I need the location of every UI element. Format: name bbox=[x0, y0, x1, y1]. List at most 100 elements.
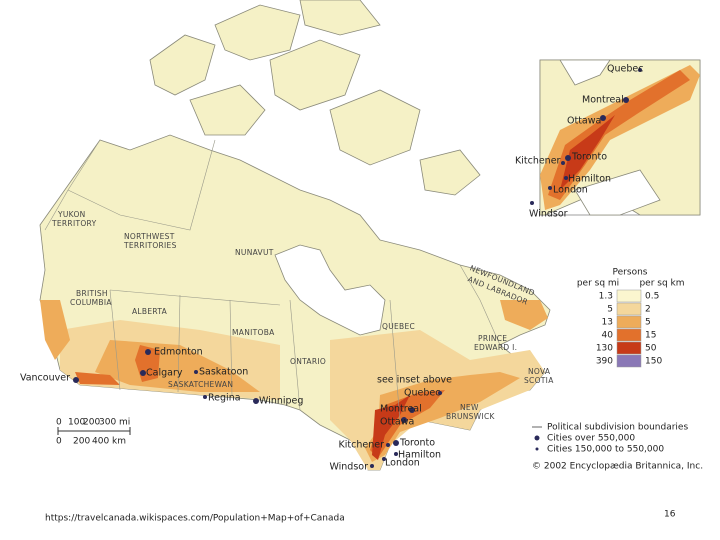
region-label: TERRITORIES bbox=[123, 241, 177, 250]
scale-label: 200 bbox=[83, 418, 100, 428]
legend-value: 5 bbox=[607, 305, 613, 315]
key: Political subdivision boundaries Cities … bbox=[532, 423, 703, 472]
population-shading bbox=[40, 300, 548, 470]
city-label: Windsor bbox=[329, 462, 368, 473]
inset-city-label: Kitchener bbox=[515, 156, 561, 167]
key-item: Political subdivision boundaries bbox=[547, 423, 688, 433]
city-label: Winnipeg bbox=[259, 396, 303, 407]
legend-swatch bbox=[616, 289, 642, 303]
legend-title: Persons bbox=[613, 268, 648, 278]
legend: Persons per sq mi per sq km 1.3 0.5 5 2 13 5 4… bbox=[577, 268, 685, 368]
region-label: BRUNSWICK bbox=[446, 412, 495, 421]
legend-swatch bbox=[616, 354, 642, 368]
inset-city-label: Montreal bbox=[582, 95, 624, 106]
city-label: Calgary bbox=[146, 368, 183, 379]
legend-value: 13 bbox=[602, 318, 613, 328]
city-label: Toronto bbox=[399, 438, 435, 449]
city-dot bbox=[548, 186, 552, 190]
scale-label: 400 km bbox=[92, 437, 126, 447]
city-dot bbox=[561, 161, 565, 165]
legend-value: 390 bbox=[596, 357, 613, 367]
legend-value: 2 bbox=[645, 305, 651, 315]
legend-value: 150 bbox=[645, 357, 662, 367]
legend-value: 15 bbox=[645, 331, 656, 341]
region-label: PRINCE bbox=[478, 334, 507, 343]
city-dots bbox=[73, 349, 442, 468]
page-number: 16 bbox=[664, 510, 676, 520]
city-dot bbox=[140, 370, 146, 376]
city-dot bbox=[638, 68, 642, 72]
region-label: ALBERTA bbox=[132, 307, 168, 316]
scale-label: 200 bbox=[73, 437, 90, 447]
city-dot bbox=[394, 452, 398, 456]
city-label: Vancouver bbox=[20, 373, 70, 384]
legend-value: 130 bbox=[596, 344, 613, 354]
city-dot bbox=[194, 370, 198, 374]
region-label: NUNAVUT bbox=[235, 248, 274, 257]
city-label: Regina bbox=[208, 393, 241, 404]
region-label: MANITOBA bbox=[232, 328, 275, 337]
scale-label: 0 bbox=[56, 437, 62, 447]
region-label: ONTARIO bbox=[290, 357, 326, 366]
legend-column: per sq mi bbox=[577, 279, 619, 289]
city-dot bbox=[438, 391, 442, 395]
city-dot bbox=[393, 440, 399, 446]
city-label: Quebec bbox=[404, 388, 440, 399]
city-label: London bbox=[385, 458, 420, 469]
region-label: NEW bbox=[460, 403, 479, 412]
inset-city-label: Ottawa bbox=[567, 116, 601, 127]
legend-swatch bbox=[616, 302, 642, 316]
inset-city-label: Hamilton bbox=[568, 174, 611, 185]
boundaries bbox=[44, 139, 501, 421]
city-label: Edmonton bbox=[154, 347, 203, 358]
city-dot bbox=[370, 464, 374, 468]
legend-value: 1.3 bbox=[599, 292, 613, 302]
region-label: COLUMBIA bbox=[70, 298, 112, 307]
credit: © 2002 Encyclopædia Britannica, Inc. bbox=[532, 462, 703, 472]
map-note: see inset above bbox=[377, 375, 452, 386]
city-label: Saskatoon bbox=[199, 367, 248, 378]
city-label: Kitchener bbox=[339, 440, 385, 451]
region-label: YUKON bbox=[57, 210, 86, 219]
scale-bar: 0 100 200 300 mi 0 200 400 km bbox=[56, 418, 131, 447]
legend-swatch bbox=[616, 328, 642, 342]
legend-swatch bbox=[616, 341, 642, 355]
hudson-bay bbox=[274, 244, 386, 336]
region-label: NOVA bbox=[528, 367, 551, 376]
arctic-islands bbox=[149, 0, 481, 196]
inset-city-label: London bbox=[553, 185, 588, 196]
region-label: TERRITORY bbox=[51, 219, 97, 228]
region-label: SCOTIA bbox=[524, 376, 554, 385]
region-label: NORTHWEST bbox=[124, 232, 175, 241]
inset-city-label: Toronto bbox=[571, 152, 607, 163]
legend-value: 40 bbox=[602, 331, 614, 341]
inset: Quebec Montreal Ottawa Toronto Kitchener… bbox=[515, 59, 701, 220]
city-dot bbox=[73, 377, 79, 383]
city-label: Montreal bbox=[380, 404, 422, 415]
scale-label: 300 mi bbox=[99, 418, 130, 428]
city-dot bbox=[386, 443, 390, 447]
legend-value: 5 bbox=[645, 318, 651, 328]
inset-city-label: Windsor bbox=[529, 209, 568, 220]
city-dot bbox=[382, 457, 386, 461]
city-labels: Vancouver Edmonton Calgary Saskatoon Reg… bbox=[20, 347, 452, 473]
city-dot bbox=[565, 155, 571, 161]
source: https://travelcanada.wikispaces.com/Popu… bbox=[45, 514, 345, 524]
legend-column: per sq km bbox=[639, 279, 684, 289]
scale-label: 100 bbox=[68, 418, 85, 428]
key-item: Cities over 550,000 bbox=[547, 434, 635, 444]
city-label: Hamilton bbox=[398, 450, 441, 461]
region-label: BRITISH bbox=[76, 289, 108, 298]
region-label: SASKATCHEWAN bbox=[168, 380, 233, 389]
city-dot bbox=[401, 417, 407, 423]
inset-city-label: Quebec bbox=[607, 64, 643, 75]
region-label: EDWARD I. bbox=[474, 343, 517, 352]
city-dot bbox=[623, 97, 629, 103]
city-dot bbox=[203, 395, 207, 399]
city-dot bbox=[253, 398, 259, 404]
key-item: Cities 150,000 to 550,000 bbox=[547, 445, 664, 455]
scale-label: 0 bbox=[56, 418, 62, 428]
city-dot bbox=[564, 176, 568, 180]
city-dot bbox=[409, 407, 415, 413]
